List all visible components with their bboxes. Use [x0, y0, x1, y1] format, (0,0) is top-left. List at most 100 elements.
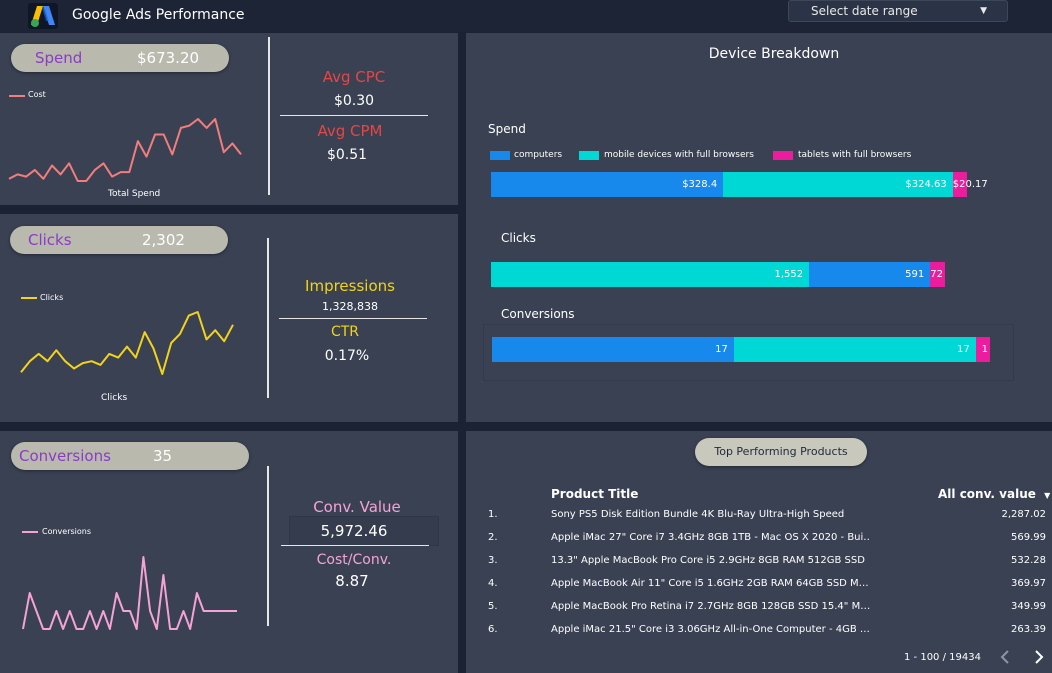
spend-pill: Spend $673.20	[11, 44, 229, 72]
conv-value-value: 5,972.46	[320, 522, 388, 540]
avg-cpc-value: $0.30	[333, 93, 375, 109]
row-rank: 4.	[488, 578, 498, 589]
mobile-legend-label: mobile devices with full browsers	[604, 150, 754, 160]
conversions-card: Conversions 35 Conversions Conv. Value 5…	[0, 431, 458, 673]
conversions-pill: Conversions 35	[11, 442, 249, 470]
conversions-stacked-bar: 17 17 1	[492, 337, 990, 362]
conv-value-header[interactable]: All conv. value ▼	[938, 487, 1050, 501]
spend-sparkline	[8, 118, 242, 182]
row-rank: 1.	[488, 509, 498, 520]
caret-down-icon: ▼	[980, 6, 987, 16]
divider	[267, 466, 269, 626]
row-rank: 2.	[488, 532, 498, 543]
table-row[interactable]: 1. Sony PS5 Disk Edition Bundle 4K Blu-Ra…	[466, 509, 1052, 529]
table-row[interactable]: 3. 13.3" Apple MacBook Pro Core i5 2.9GHz…	[466, 555, 1052, 575]
bar-segment-tablets[interactable]: 1	[975, 337, 990, 362]
computers-legend-label: computers	[514, 150, 563, 160]
app-header: Google Ads Performance Select date range…	[0, 0, 1052, 32]
sparkline-path	[22, 556, 237, 630]
top-products-card: Top Performing Products Product Title Al…	[466, 431, 1052, 673]
row-conv-value: 2,287.02	[1001, 509, 1046, 520]
clicks-legend-label: Clicks	[40, 293, 64, 302]
google-ads-logo	[28, 3, 58, 29]
top-products-pill: Top Performing Products	[695, 438, 867, 466]
date-range-label: Select date range	[811, 4, 918, 18]
conversions-legend-label: Conversions	[42, 527, 92, 536]
clicks-section-title: Clicks	[501, 231, 536, 245]
conversions-legend-swatch	[22, 531, 38, 533]
avg-cpc-label: Avg CPC	[322, 68, 386, 86]
sparkline-path	[8, 118, 242, 182]
row-product-title: Apple iMac 21.5" Core i3 3.06GHz All-in-…	[551, 624, 870, 635]
product-title-header[interactable]: Product Title	[551, 487, 639, 501]
top-products-title: Top Performing Products	[714, 445, 848, 458]
bar-segment-tablets[interactable]: 72	[930, 262, 945, 287]
cost-per-conv-value: 8.87	[335, 572, 369, 590]
cost-legend-label: Cost	[28, 90, 46, 99]
row-conv-value: 349.99	[1011, 601, 1046, 612]
chevron-left-icon	[1000, 650, 1009, 664]
bar-segment-computers[interactable]: 17	[492, 337, 734, 362]
clicks-label: Clicks	[28, 231, 72, 249]
conv-value-box	[289, 516, 439, 546]
ctr-value: 0.17%	[324, 348, 370, 364]
row-product-title: Apple MacBook Air 11" Core i5 1.6GHz 2GB…	[551, 578, 869, 589]
tablets-legend-label: tablets with full browsers	[798, 150, 912, 160]
spend-card: Spend $673.20 Cost Total Spend Avg CPC $…	[0, 33, 458, 205]
spend-stacked-bar: $328.4 $324.63 $20.17	[491, 172, 988, 197]
impressions-value: 1,328,838	[322, 300, 378, 313]
conversions-chart-frame	[483, 324, 1014, 381]
sparkline-path	[20, 311, 234, 375]
tablets-legend-swatch	[773, 151, 793, 160]
row-rank: 6.	[488, 624, 498, 635]
clicks-sparkline	[20, 311, 234, 375]
impressions-label: Impressions	[305, 277, 395, 295]
clicks-value: 2,302	[142, 231, 185, 249]
row-product-title: Apple MacBook Pro Retina i7 2.7GHz 8GB 1…	[551, 601, 871, 612]
device-breakdown-card: Device Breakdown Spend computers mobile …	[466, 33, 1052, 422]
avg-cpm-value: $0.51	[326, 147, 368, 163]
computers-legend-swatch	[490, 151, 510, 160]
conversions-value: 35	[153, 447, 173, 465]
next-page-button[interactable]	[1028, 647, 1048, 667]
clicks-legend-swatch	[21, 297, 37, 299]
prev-page-button[interactable]	[996, 647, 1016, 667]
pagination-info: 1 - 100 / 19434	[904, 652, 981, 663]
spend-value: $673.20	[137, 49, 200, 67]
date-range-select[interactable]: Select date range ▼	[788, 0, 1008, 22]
metric-divider	[280, 115, 428, 116]
table-row[interactable]: 2. Apple iMac 27" Core i7 3.4GHz 8GB 1TB …	[466, 532, 1052, 552]
bar-segment-mobile[interactable]: 1,552	[491, 262, 810, 287]
mobile-legend-swatch	[579, 151, 599, 160]
cost-per-conv-label: Cost/Conv.	[316, 552, 392, 568]
spend-label: Spend	[35, 49, 83, 67]
bar-segment-computers[interactable]: 591	[809, 262, 931, 287]
conv-value-label: Conv. Value	[313, 498, 401, 516]
row-product-title: Apple iMac 27" Core i7 3.4GHz 8GB 1TB - …	[551, 532, 871, 543]
bar-segment-computers[interactable]: $328.4	[491, 172, 724, 197]
divider	[268, 37, 270, 195]
table-row[interactable]: 5. Apple MacBook Pro Retina i7 2.7GHz 8GB…	[466, 601, 1052, 621]
conversions-label: Conversions	[19, 447, 111, 465]
clicks-pill: Clicks 2,302	[10, 226, 228, 254]
conv-value-header-label: All conv. value	[938, 487, 1036, 501]
sort-desc-icon: ▼	[1044, 491, 1051, 500]
row-conv-value: 569.99	[1011, 532, 1046, 543]
clicks-stacked-bar: 1,552 591 72	[491, 262, 945, 287]
bar-segment-mobile[interactable]: 17	[733, 337, 976, 362]
row-product-title: Sony PS5 Disk Edition Bundle 4K Blu-Ray …	[551, 509, 845, 520]
metric-divider	[279, 318, 427, 319]
row-rank: 3.	[488, 555, 498, 566]
table-row[interactable]: 4. Apple MacBook Air 11" Core i5 1.6GHz 2…	[466, 578, 1052, 598]
row-product-title: 13.3" Apple MacBook Pro Core i5 2.9GHz 8…	[551, 555, 865, 566]
bar-segment-tablets[interactable]: $20.17	[952, 172, 988, 197]
avg-cpm-label: Avg CPM	[317, 122, 383, 140]
divider	[267, 238, 269, 398]
spend-section-title: Spend	[488, 122, 526, 136]
device-breakdown-title: Device Breakdown	[708, 46, 840, 62]
table-row[interactable]: 6. Apple iMac 21.5" Core i3 3.06GHz All-i…	[466, 624, 1052, 644]
row-conv-value: 532.28	[1011, 555, 1046, 566]
bar-segment-mobile[interactable]: $324.63	[723, 172, 953, 197]
conversions-section-title: Conversions	[501, 307, 575, 321]
page-title: Google Ads Performance	[72, 7, 245, 23]
